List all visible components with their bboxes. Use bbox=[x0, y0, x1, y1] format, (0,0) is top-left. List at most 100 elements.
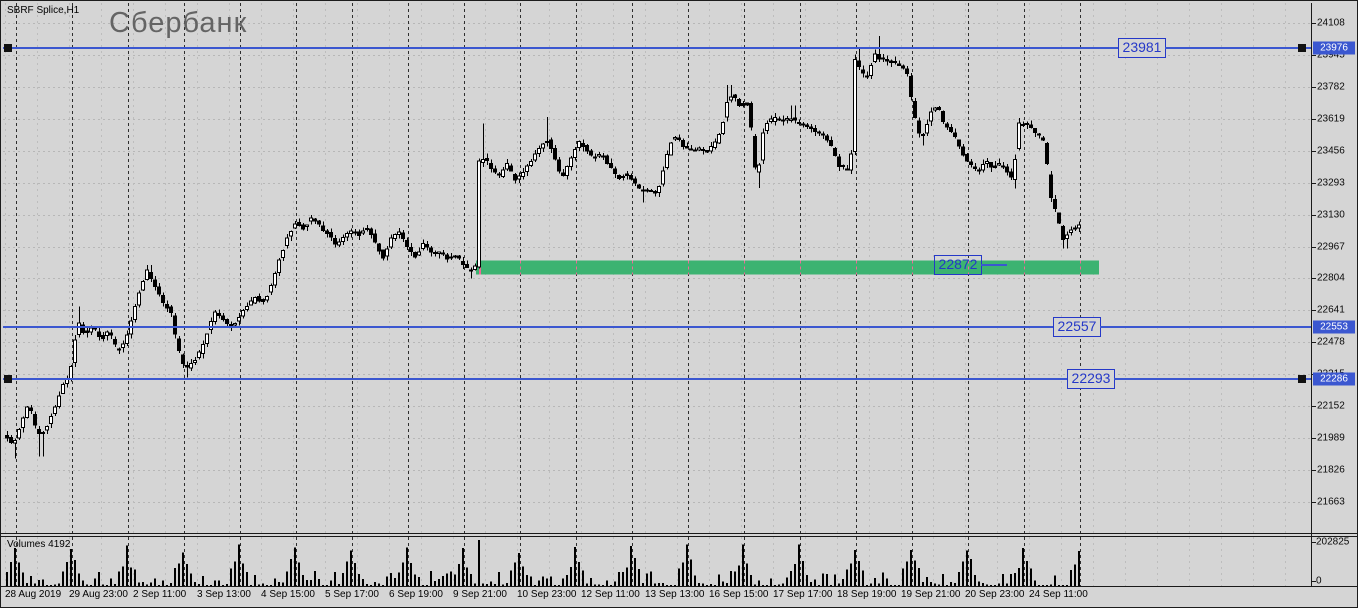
volume-bar bbox=[114, 584, 116, 586]
candle-bull bbox=[137, 292, 141, 306]
volume-bar bbox=[34, 583, 36, 586]
volume-bar bbox=[270, 584, 272, 586]
candle-bear bbox=[897, 63, 901, 66]
hline-label-23981[interactable]: 23981 bbox=[1118, 37, 1191, 58]
candle-bull bbox=[717, 133, 721, 144]
hline-22557[interactable] bbox=[3, 326, 1311, 328]
hline-layer[interactable] bbox=[3, 44, 1311, 383]
volume-bar bbox=[162, 580, 164, 586]
volume-bar bbox=[334, 571, 336, 586]
volume-bar bbox=[102, 584, 104, 586]
volume-bar bbox=[902, 568, 904, 586]
volume-bar bbox=[894, 584, 896, 586]
band-label-22872[interactable]: 22872 bbox=[934, 255, 1007, 276]
volume-bar bbox=[242, 563, 244, 586]
candle-bull bbox=[853, 58, 857, 152]
candle-bear bbox=[373, 233, 377, 243]
hline-23981[interactable] bbox=[3, 47, 1311, 49]
candle-bull bbox=[389, 237, 393, 248]
candle-bull bbox=[285, 237, 289, 246]
time-scale-value: 5 Sep 17:00 bbox=[325, 589, 379, 600]
candle-bull bbox=[725, 102, 729, 118]
volume-bar bbox=[1042, 584, 1044, 586]
volume-bar bbox=[498, 571, 500, 586]
volume-bar bbox=[634, 558, 636, 586]
candle-bull bbox=[521, 171, 525, 178]
price-scale-value: 22478 bbox=[1317, 336, 1345, 348]
candle-bear bbox=[857, 60, 861, 68]
candle-bear bbox=[1029, 124, 1033, 128]
hline-label-22557[interactable]: 22557 bbox=[1053, 316, 1126, 337]
volume-bar bbox=[58, 583, 60, 586]
volume-bar bbox=[1070, 570, 1072, 586]
candle-bull bbox=[397, 231, 401, 236]
volume-bar bbox=[874, 578, 876, 586]
candle-bear bbox=[1005, 166, 1009, 173]
candle-bear bbox=[465, 264, 469, 268]
candle-bear bbox=[561, 172, 565, 177]
hline-label-22293[interactable]: 22293 bbox=[1067, 368, 1140, 389]
price-scale-value: 23619 bbox=[1317, 113, 1345, 125]
volume-bar bbox=[298, 562, 300, 586]
volume-bar bbox=[182, 552, 184, 586]
volume-bar bbox=[878, 583, 880, 586]
volume-bar bbox=[1046, 584, 1048, 586]
volume-bar bbox=[802, 560, 804, 586]
candle-bull bbox=[421, 243, 425, 250]
candle-bull bbox=[801, 123, 805, 126]
volume-bar bbox=[710, 583, 712, 586]
volume-bar bbox=[610, 584, 612, 586]
volume-scale-max: 202825 bbox=[1316, 536, 1350, 548]
candle-bear bbox=[377, 243, 381, 252]
volume-bar bbox=[810, 582, 812, 586]
volume-bar bbox=[26, 582, 28, 586]
candle-bear bbox=[837, 156, 841, 167]
volume-bar bbox=[262, 583, 264, 586]
candle-bear bbox=[805, 124, 809, 127]
support-band[interactable] bbox=[476, 260, 1099, 275]
volume-bar bbox=[966, 550, 968, 586]
candle-bear bbox=[353, 231, 357, 234]
hline-left-anchor bbox=[4, 44, 12, 52]
volume-bar bbox=[10, 562, 12, 586]
candle-bear bbox=[957, 139, 961, 147]
volume-bar bbox=[314, 571, 316, 586]
volume-bar bbox=[742, 544, 744, 586]
candle-bull bbox=[665, 154, 669, 168]
volume-bar bbox=[474, 583, 476, 586]
candle-bear bbox=[877, 54, 881, 60]
price-scale-value: 21989 bbox=[1317, 432, 1345, 444]
candle-bear bbox=[961, 146, 965, 156]
volume-bar bbox=[210, 584, 212, 586]
candle-bull bbox=[77, 322, 81, 336]
candle-bull bbox=[1069, 229, 1073, 234]
hline-22293[interactable] bbox=[3, 378, 1311, 380]
volume-bar bbox=[294, 547, 296, 586]
candle-bull bbox=[273, 273, 277, 286]
candle-bear bbox=[165, 304, 169, 309]
volume-bar bbox=[226, 583, 228, 586]
candle-bull bbox=[13, 439, 17, 444]
candle-bear bbox=[817, 131, 821, 134]
volume-bar bbox=[594, 584, 596, 586]
volume-bar bbox=[982, 583, 984, 586]
candle-bear bbox=[1041, 137, 1045, 141]
volume-bar bbox=[898, 584, 900, 586]
price-scale-value: 22804 bbox=[1317, 272, 1345, 284]
candle-bear bbox=[1021, 123, 1025, 126]
candle-bear bbox=[685, 145, 689, 149]
candle-bull bbox=[193, 359, 197, 364]
volume-bar bbox=[930, 581, 932, 586]
volume-bar bbox=[422, 584, 424, 586]
candle-bear bbox=[885, 58, 889, 62]
volume-bar bbox=[94, 578, 96, 586]
candle-bull bbox=[201, 343, 205, 355]
time-scale-value: 20 Sep 23:00 bbox=[965, 589, 1025, 600]
volume-bar bbox=[958, 571, 960, 586]
volume-bar bbox=[950, 581, 952, 586]
candle-bull bbox=[981, 163, 985, 171]
time-scale-value: 13 Sep 13:00 bbox=[645, 589, 705, 600]
volume-bar bbox=[122, 566, 124, 586]
